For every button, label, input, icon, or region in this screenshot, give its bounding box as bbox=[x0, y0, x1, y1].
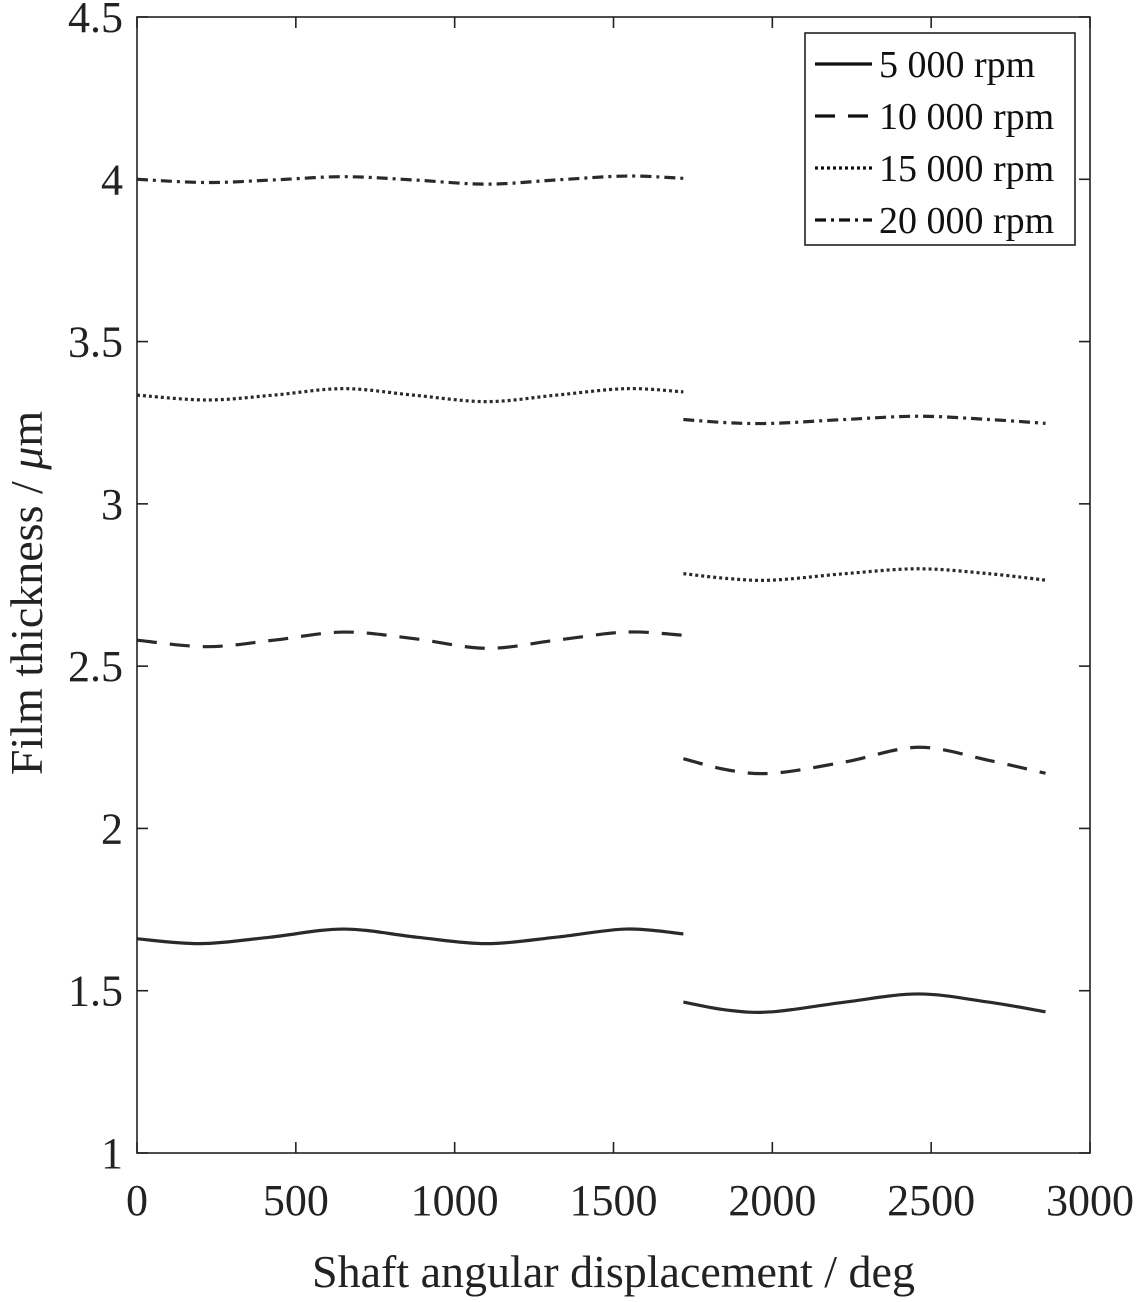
y-tick-label-4: 3 bbox=[101, 480, 123, 529]
series-0-line-0 bbox=[136, 927, 684, 946]
series-3-line-1 bbox=[683, 414, 1046, 426]
series-2-line-0 bbox=[136, 386, 684, 404]
series-0 bbox=[136, 927, 1046, 1014]
x-tick-label-2: 1000 bbox=[411, 1176, 499, 1225]
legend-label-2: 15 000 rpm bbox=[879, 148, 1054, 190]
y-tick-label-1: 1.5 bbox=[68, 967, 123, 1016]
y-tick-label-7: 4.5 bbox=[68, 0, 123, 42]
y-tick-label-0: 1 bbox=[101, 1129, 123, 1178]
x-tick-label-0: 0 bbox=[126, 1176, 148, 1225]
y-axis-label-prefix: Film thickness / bbox=[1, 470, 52, 775]
series-3-line-0 bbox=[136, 174, 684, 186]
series-1 bbox=[136, 630, 1046, 776]
y-axis-label-suffix: m bbox=[1, 411, 52, 447]
legend-label-3: 20 000 rpm bbox=[879, 200, 1054, 242]
series-3 bbox=[136, 174, 1046, 426]
series-0-line-1 bbox=[683, 992, 1046, 1014]
x-tick-label-3: 1500 bbox=[570, 1176, 658, 1225]
legend: 5 000 rpm 10 000 rpm 15 000 rpm 20 000 rpm bbox=[804, 32, 1076, 246]
y-tick-label-5: 3.5 bbox=[68, 318, 123, 367]
series-layer bbox=[136, 174, 1046, 1014]
series-2 bbox=[136, 386, 1046, 582]
axis-tick-labels: 0 500 1000 1500 2000 2500 3000 1 1.5 2 2.5 3 3.5 4 4.5 bbox=[68, 0, 1134, 1225]
series-1-line-1 bbox=[682, 745, 1046, 776]
series-2-line-1 bbox=[683, 567, 1046, 582]
x-tick-label-4: 2000 bbox=[728, 1176, 816, 1225]
plot-frame bbox=[136, 16, 1091, 1154]
y-tick-label-2: 2 bbox=[101, 804, 123, 853]
legend-label-0: 5 000 rpm bbox=[879, 44, 1035, 86]
y-tick-label-6: 4 bbox=[101, 155, 123, 204]
y-axis-label: Film thickness / μm bbox=[1, 411, 52, 776]
y-axis-label-mu: μ bbox=[1, 447, 52, 471]
y-tick-label-3: 2.5 bbox=[68, 642, 123, 691]
series-1-line-0 bbox=[136, 630, 684, 650]
x-tick-label-5: 2500 bbox=[887, 1176, 975, 1225]
legend-box bbox=[804, 32, 1076, 246]
x-axis-label: Shaft angular displacement / deg bbox=[312, 1246, 915, 1297]
legend-label-1: 10 000 rpm bbox=[879, 96, 1054, 138]
x-tick-label-6: 3000 bbox=[1046, 1176, 1134, 1225]
x-tick-label-1: 500 bbox=[263, 1176, 329, 1225]
